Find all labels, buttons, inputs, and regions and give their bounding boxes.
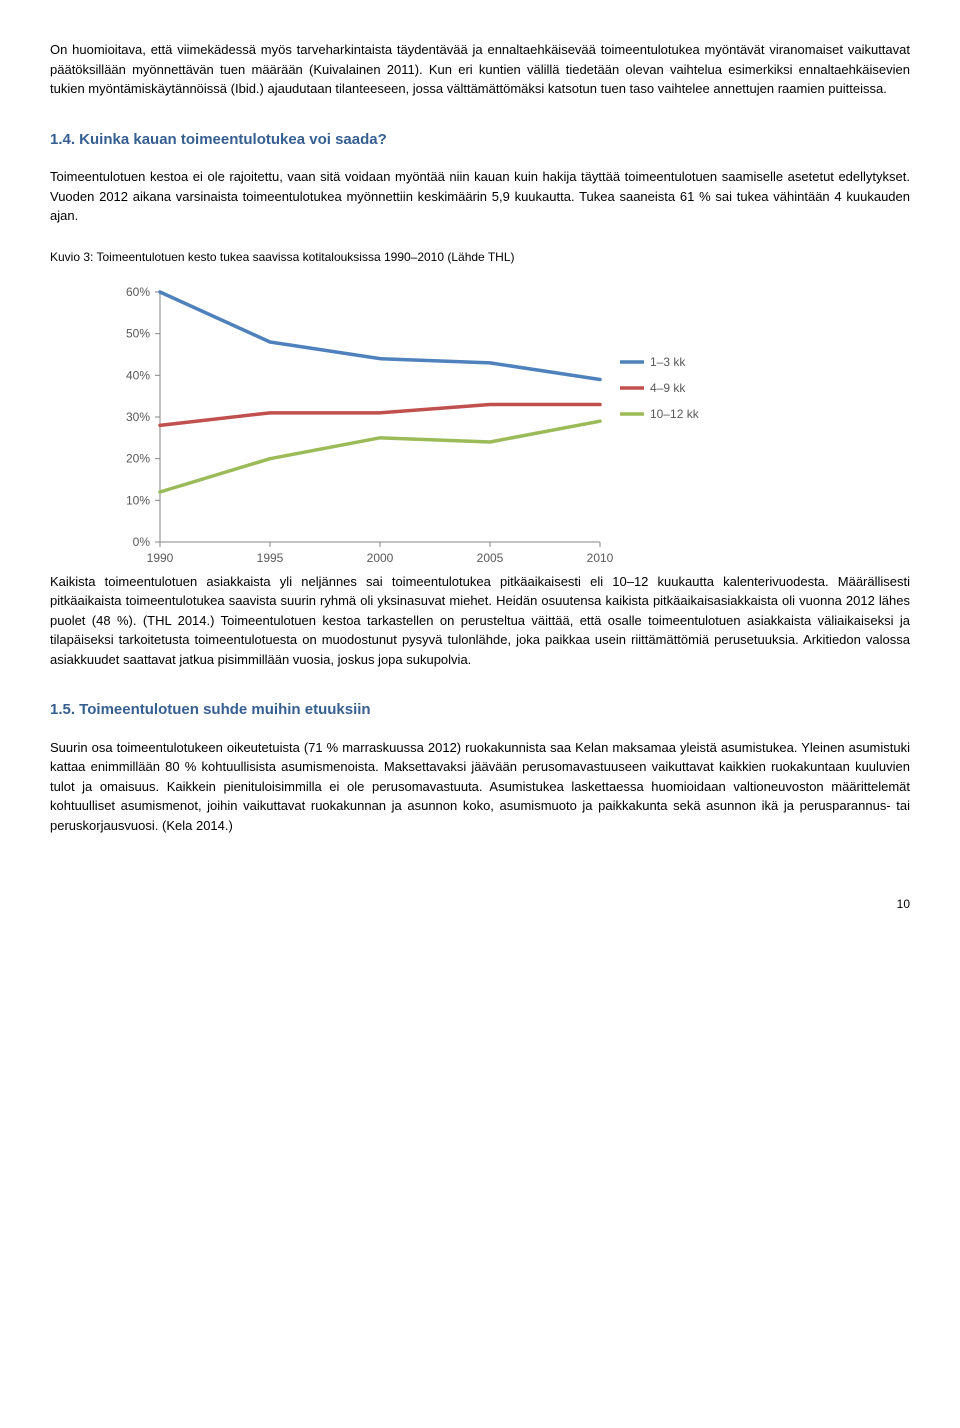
svg-text:10%: 10% — [126, 493, 150, 507]
svg-text:40%: 40% — [126, 368, 150, 382]
svg-text:10–12 kk: 10–12 kk — [650, 407, 700, 421]
svg-text:20%: 20% — [126, 451, 150, 465]
paragraph-intro: On huomioitava, että viimekädessä myös t… — [50, 40, 910, 99]
figure-caption: Kuvio 3: Toimeentulotuen kesto tukea saa… — [50, 248, 910, 266]
paragraph-1-5: Suurin osa toimeentulotukeen oikeutetuis… — [50, 738, 910, 836]
svg-text:2005: 2005 — [477, 551, 504, 565]
chart-container: 0% 10% 20% 30% 40% 50% 60% 1990 1995 2000 2005 2010… — [110, 282, 910, 572]
svg-text:1990: 1990 — [147, 551, 174, 565]
svg-text:1995: 1995 — [257, 551, 284, 565]
svg-text:60%: 60% — [126, 285, 150, 299]
svg-text:30%: 30% — [126, 410, 150, 424]
paragraph-after-chart: Kaikista toimeentulotuen asiakkaista yli… — [50, 572, 910, 670]
line-chart: 0% 10% 20% 30% 40% 50% 60% 1990 1995 2000 2005 2010… — [110, 282, 730, 572]
paragraph-1-4: Toimeentulotuen kestoa ei ole rajoitettu… — [50, 167, 910, 226]
page-number: 10 — [50, 895, 910, 913]
svg-text:2000: 2000 — [367, 551, 394, 565]
svg-text:0%: 0% — [133, 535, 151, 549]
heading-1-5: 1.5. Toimeentulotuen suhde muihin etuuks… — [50, 699, 910, 722]
heading-1-4: 1.4. Kuinka kauan toimeentulotukea voi s… — [50, 129, 910, 152]
svg-text:4–9 kk: 4–9 kk — [650, 381, 686, 395]
svg-text:1–3 kk: 1–3 kk — [650, 355, 686, 369]
svg-text:50%: 50% — [126, 326, 150, 340]
svg-text:2010: 2010 — [587, 551, 614, 565]
